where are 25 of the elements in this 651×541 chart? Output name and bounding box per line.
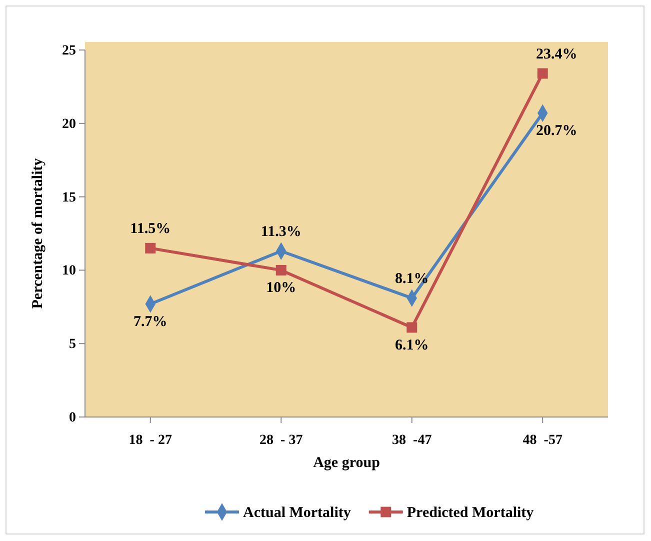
data-label: 7.7%	[134, 314, 168, 330]
y-tick-label: 25	[62, 43, 76, 58]
legend-label: Actual Mortality	[243, 505, 352, 521]
data-label: 6.1%	[395, 337, 429, 354]
y-tick-label: 5	[69, 337, 76, 352]
data-label: 11.3%	[260, 224, 302, 240]
data-label: 20.7%	[536, 123, 578, 140]
point	[537, 68, 548, 79]
x-tick-label: 18 - 27	[128, 433, 172, 448]
y-tick-label: 10	[62, 264, 76, 279]
data-label: 23.4%	[536, 46, 578, 62]
point	[406, 322, 418, 333]
legend-label: Predicted Mortality	[406, 505, 534, 521]
data-label: 10%	[266, 280, 296, 296]
data-label: 11.5%	[130, 221, 171, 238]
point	[145, 242, 156, 254]
x-tick-label: 28 - 37	[260, 433, 303, 448]
x-axis-title: Age group	[313, 455, 380, 471]
x-tick-label: 48 -57	[522, 433, 562, 448]
y-tick-label: 20	[62, 116, 76, 132]
point	[276, 264, 286, 276]
y-axis-title: Percentage of mortality	[30, 158, 46, 309]
y-tick-label: 15	[62, 190, 76, 206]
x-tick-label: 38 -47	[392, 433, 432, 448]
y-tick-label: 0	[69, 410, 76, 426]
